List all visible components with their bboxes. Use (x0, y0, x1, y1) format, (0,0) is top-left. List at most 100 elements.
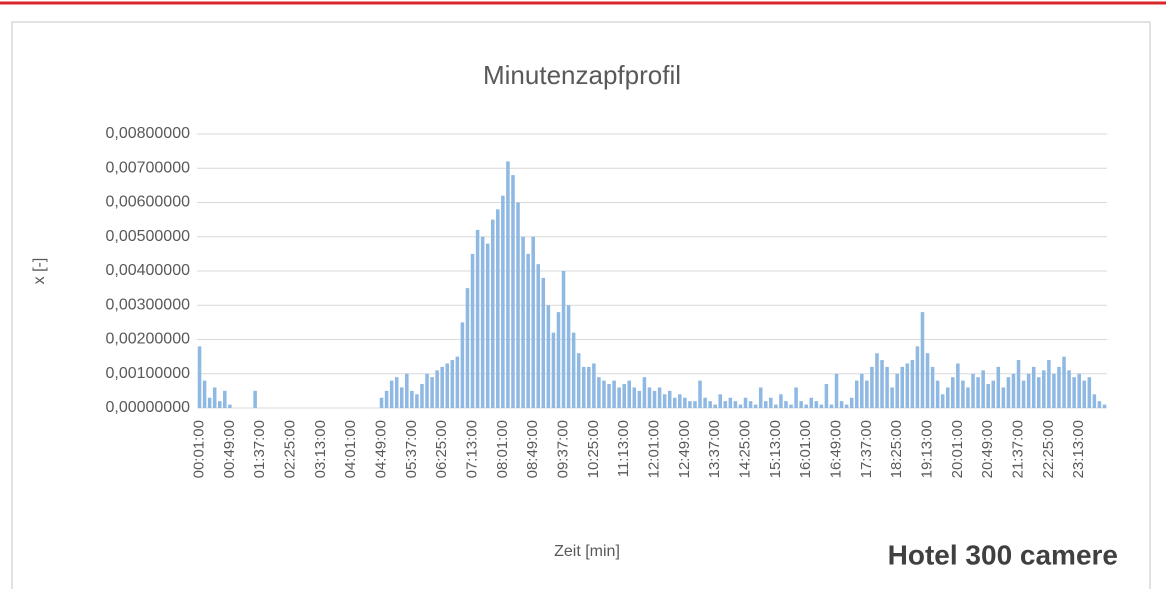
bar (561, 271, 566, 408)
bar (1057, 366, 1061, 408)
bar (475, 229, 480, 408)
bar (961, 380, 965, 408)
bar (865, 380, 869, 408)
x-tick-label: 21:37:00 (1009, 420, 1026, 478)
bar (890, 387, 894, 408)
bar (389, 380, 394, 408)
y-tick-label: 0,00400000 (105, 262, 190, 279)
bar (870, 366, 874, 408)
bar (217, 401, 222, 408)
y-tick-label: 0,00700000 (105, 159, 190, 176)
bar (1047, 360, 1051, 408)
bar (814, 401, 819, 408)
y-tick-label: 0,00600000 (105, 194, 190, 211)
bar (1052, 373, 1056, 408)
bar (1067, 370, 1071, 408)
bar (763, 401, 768, 408)
bar (718, 394, 723, 408)
x-tick-label: 23:13:00 (1070, 420, 1087, 478)
bar (1016, 360, 1021, 408)
bar (723, 401, 728, 408)
bar (410, 390, 414, 408)
bar (1036, 377, 1041, 408)
bar (678, 394, 682, 408)
bar (207, 397, 212, 408)
bar (986, 384, 990, 408)
bar (425, 373, 429, 408)
bar (612, 380, 616, 408)
bar (769, 397, 773, 408)
y-tick-label: 0,00500000 (105, 228, 190, 245)
bar (672, 397, 677, 408)
bar (885, 366, 889, 408)
bar (844, 404, 849, 408)
bar (774, 404, 778, 408)
bar (223, 390, 227, 408)
bar (900, 366, 905, 408)
bar (450, 360, 455, 408)
bar (688, 401, 692, 408)
bar (197, 346, 202, 408)
bar (592, 363, 596, 408)
bar (657, 387, 662, 408)
chart-frame (11, 21, 1151, 589)
bar (556, 312, 561, 408)
bar (804, 404, 808, 408)
bar (652, 390, 657, 408)
bar (951, 377, 955, 408)
bar (915, 346, 920, 408)
bar (784, 401, 788, 408)
x-tick-label: 20:01:00 (949, 420, 966, 478)
bar (521, 236, 525, 408)
bar (581, 366, 586, 408)
bar (935, 380, 940, 408)
bar (455, 356, 460, 408)
bar (470, 253, 475, 408)
x-tick-label: 20:49:00 (979, 420, 996, 478)
bar (794, 387, 798, 408)
bar (910, 360, 915, 408)
x-tick-label: 00:49:00 (221, 420, 238, 478)
bar (485, 243, 490, 408)
bar (971, 373, 975, 408)
x-tick-label: 04:49:00 (372, 420, 389, 478)
y-axis-label: x [-] (31, 258, 48, 285)
bar (607, 384, 611, 408)
bar (1087, 377, 1092, 408)
x-axis-label: Zeit [min] (554, 543, 620, 560)
bar (490, 219, 495, 408)
bar (571, 332, 576, 408)
bar (703, 397, 707, 408)
bar (880, 360, 884, 408)
bar (829, 404, 834, 408)
subtitle: Hotel 300 camere (888, 539, 1118, 570)
bar (758, 387, 763, 408)
bar (930, 366, 935, 408)
bar (228, 404, 232, 408)
bar (713, 404, 717, 408)
x-tick-label: 04:01:00 (342, 420, 359, 478)
bar (501, 195, 505, 408)
bar (667, 390, 672, 408)
x-tick-label: 05:37:00 (403, 420, 420, 478)
bar (779, 394, 783, 408)
bar (976, 377, 980, 408)
bar (460, 322, 465, 408)
bar (647, 387, 652, 408)
bar (834, 373, 839, 408)
x-tick-label: 09:37:00 (554, 420, 571, 478)
bar (480, 236, 485, 408)
x-tick-label: 13:37:00 (706, 420, 723, 478)
bar (399, 387, 404, 408)
bar (212, 387, 217, 408)
x-tick-label: 12:01:00 (645, 420, 662, 478)
bar (511, 175, 515, 408)
bar (799, 401, 803, 408)
x-tick-label: 06:25:00 (433, 420, 450, 478)
bar (622, 384, 626, 408)
x-tick-label: 03:13:00 (312, 420, 329, 478)
bar (956, 363, 960, 408)
bar (981, 370, 985, 408)
bar (1092, 394, 1097, 408)
bar (1097, 401, 1102, 408)
